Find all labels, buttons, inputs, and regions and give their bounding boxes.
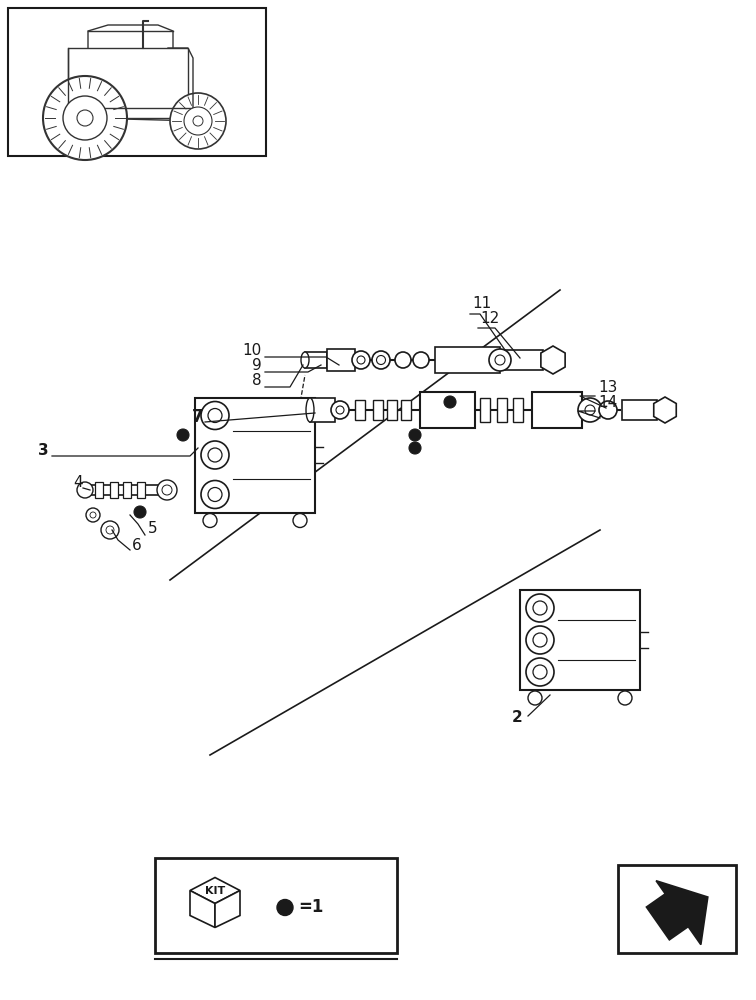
Bar bbox=[155, 858, 397, 953]
Bar bbox=[327, 349, 355, 371]
Circle shape bbox=[101, 521, 119, 539]
Polygon shape bbox=[541, 346, 565, 374]
Circle shape bbox=[533, 601, 547, 615]
Bar bbox=[305, 352, 327, 368]
Circle shape bbox=[77, 482, 93, 498]
Circle shape bbox=[409, 429, 421, 441]
Text: 4: 4 bbox=[73, 475, 82, 490]
Bar bbox=[435, 347, 500, 373]
Bar bbox=[68, 48, 188, 118]
Circle shape bbox=[526, 658, 554, 686]
Circle shape bbox=[372, 351, 390, 369]
Ellipse shape bbox=[306, 398, 314, 422]
Circle shape bbox=[208, 488, 222, 502]
Circle shape bbox=[193, 116, 203, 126]
Circle shape bbox=[208, 448, 222, 462]
Circle shape bbox=[177, 429, 189, 441]
Text: 11: 11 bbox=[472, 296, 491, 311]
Circle shape bbox=[376, 356, 386, 364]
Circle shape bbox=[184, 107, 212, 135]
Circle shape bbox=[495, 355, 505, 365]
Text: 5: 5 bbox=[148, 521, 157, 536]
Polygon shape bbox=[190, 890, 215, 928]
Bar bbox=[195, 397, 315, 512]
Circle shape bbox=[86, 508, 100, 522]
Polygon shape bbox=[646, 881, 708, 945]
Text: 7: 7 bbox=[192, 408, 203, 426]
Text: =1: =1 bbox=[298, 898, 324, 916]
Circle shape bbox=[106, 526, 114, 534]
Text: 6: 6 bbox=[132, 538, 142, 553]
Bar bbox=[85, 485, 165, 495]
Circle shape bbox=[331, 401, 349, 419]
Circle shape bbox=[533, 633, 547, 647]
Bar bbox=[137, 482, 145, 498]
Circle shape bbox=[201, 481, 229, 508]
Bar bbox=[401, 400, 411, 420]
Bar bbox=[497, 398, 507, 422]
Circle shape bbox=[277, 900, 293, 916]
Circle shape bbox=[77, 110, 93, 126]
Text: 3: 3 bbox=[38, 443, 48, 458]
Bar bbox=[513, 398, 523, 422]
Bar bbox=[532, 392, 582, 428]
Bar bbox=[505, 350, 543, 370]
Bar bbox=[8, 8, 266, 156]
Circle shape bbox=[336, 406, 344, 414]
Circle shape bbox=[528, 691, 542, 705]
Ellipse shape bbox=[301, 352, 309, 368]
Text: 2: 2 bbox=[512, 710, 522, 726]
Circle shape bbox=[208, 408, 222, 422]
Circle shape bbox=[444, 396, 456, 408]
Circle shape bbox=[578, 398, 602, 422]
Circle shape bbox=[526, 626, 554, 654]
Bar bbox=[480, 398, 490, 422]
Circle shape bbox=[170, 93, 226, 149]
Circle shape bbox=[352, 351, 370, 369]
Text: 9: 9 bbox=[253, 358, 262, 373]
Circle shape bbox=[599, 401, 617, 419]
Polygon shape bbox=[215, 890, 240, 928]
Bar bbox=[110, 482, 118, 498]
Circle shape bbox=[585, 405, 595, 415]
Circle shape bbox=[357, 356, 365, 364]
Circle shape bbox=[63, 96, 107, 140]
Bar bbox=[618, 865, 736, 953]
Circle shape bbox=[90, 512, 96, 518]
Circle shape bbox=[293, 514, 307, 528]
Bar bbox=[95, 482, 103, 498]
Circle shape bbox=[43, 76, 127, 160]
Bar bbox=[123, 482, 131, 498]
Circle shape bbox=[201, 401, 229, 430]
Text: 8: 8 bbox=[253, 373, 262, 388]
Circle shape bbox=[162, 485, 172, 495]
Polygon shape bbox=[190, 878, 240, 904]
Bar bbox=[310, 398, 335, 422]
Bar bbox=[387, 400, 397, 420]
Bar bbox=[355, 400, 365, 420]
Circle shape bbox=[618, 691, 632, 705]
Circle shape bbox=[413, 352, 429, 368]
Circle shape bbox=[134, 506, 146, 518]
Circle shape bbox=[489, 349, 511, 371]
Circle shape bbox=[203, 514, 217, 528]
Text: 12: 12 bbox=[480, 311, 499, 326]
Circle shape bbox=[395, 352, 411, 368]
Polygon shape bbox=[654, 397, 677, 423]
Circle shape bbox=[533, 665, 547, 679]
Text: 10: 10 bbox=[243, 343, 262, 358]
Bar bbox=[622, 400, 657, 420]
Bar bbox=[420, 392, 475, 428]
Text: KIT: KIT bbox=[205, 886, 225, 896]
Text: 14: 14 bbox=[598, 395, 617, 410]
Text: 13: 13 bbox=[598, 380, 618, 395]
Circle shape bbox=[201, 441, 229, 469]
Bar bbox=[373, 400, 383, 420]
Circle shape bbox=[409, 442, 421, 454]
Bar bbox=[520, 590, 640, 690]
Circle shape bbox=[157, 480, 177, 500]
Circle shape bbox=[526, 594, 554, 622]
